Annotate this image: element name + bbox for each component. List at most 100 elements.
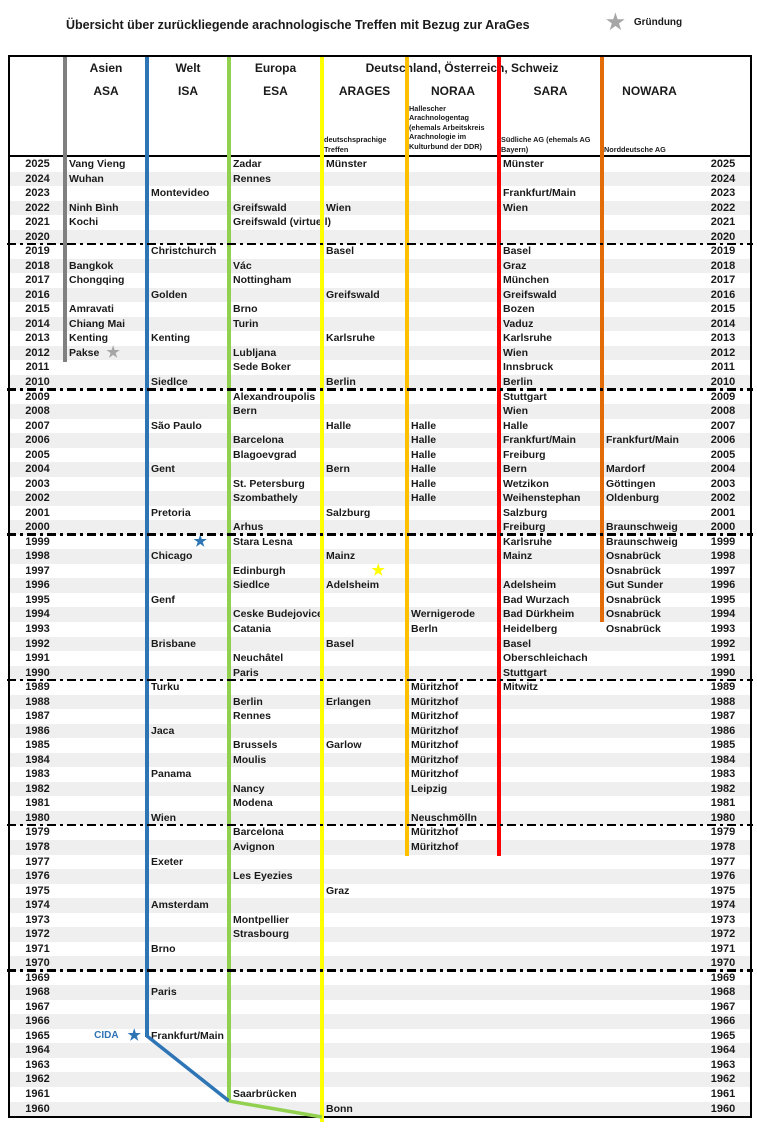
event-cell-e-1968 [229,985,322,1000]
event-cell-a-1964 [65,1043,147,1058]
table-row-2025: 2025 Vang Vieng Zadar Münster Münster 2025 [10,157,750,172]
cida-label: CIDA [94,1029,119,1041]
event-cell-no-1972 [407,927,499,942]
table-row-1985: 1985 Brussels Garlow Müritzhof 1985 [10,738,750,753]
event-cell-w-2019: Christchurch [147,244,229,259]
event-cell-e-1986 [229,724,322,739]
year-right: 1988 [710,695,736,708]
founding-legend: ★ Gründung [606,12,682,33]
event-cell-nw-1979 [602,825,697,840]
event-label: Karlsruhe [503,535,553,548]
year-right: 1975 [710,884,736,897]
event-label: Siedlce [233,579,270,592]
event-cell-nw-1991 [602,651,697,666]
header-note-esa [229,103,322,155]
header-note-arages: deutschsprachige Treffen [324,135,387,154]
year-left: 1995 [25,593,50,606]
event-label: Brussels [233,739,278,752]
event-label: Bonn [326,1102,353,1115]
event-label: Ninh Bình [69,201,119,214]
event-label: Avignon [233,840,275,853]
year-right: 2023 [710,187,736,200]
event-cell-e-1967 [229,1000,322,1015]
event-label: Erlangen [326,695,371,708]
table-row-1999: 1999 ★ Stara Lesna Karlsruhe Braunschweig 199… [7,533,753,550]
event-cell-ar-1975: Graz [322,884,407,899]
event-cell-e-1977 [229,855,322,870]
table-row-1993: 1993 Catania Berln Heidelberg Osnabrück 1993 [10,622,750,637]
event-cell-sa-2011: Innsbruck [499,360,602,375]
event-cell-w-1993 [147,622,229,637]
event-label: Paris [151,986,177,999]
event-cell-no-2021 [407,215,499,230]
event-cell-e-2013 [229,331,322,346]
year-left: 2016 [25,288,50,301]
event-label: Vaduz [503,317,534,330]
event-label: Jaca [151,724,175,737]
event-cell-sa-2023: Frankfurt/Main [499,186,602,201]
event-label: Karlsruhe [503,332,553,345]
event-cell-ar-2010: Berlin [322,375,407,390]
event-cell-sa-1978 [499,840,602,855]
year-right: 1993 [710,623,736,636]
table-row-1997: 1997 Edinburgh ★ Osnabrück 1997 [10,563,750,579]
event-cell-sa-1991: Oberschleichach [499,651,602,666]
event-cell-no-2012 [407,346,499,361]
year-left: 2004 [25,463,50,476]
event-label: Greifswald (virtuell) [233,216,332,229]
event-cell-e-2006: Barcelona [229,433,322,448]
event-cell-ar-1967 [322,1000,407,1015]
event-cell-w-1992: Brisbane [147,637,229,652]
event-cell-w-1964 [147,1043,229,1058]
event-cell-ar-1987 [322,709,407,724]
event-cell-no-2003: Halle [407,477,499,492]
header-note-sara: Südliche AG (ehemals AG Bayern) [501,135,591,154]
event-cell-sa-2016: Greifswald [499,288,602,303]
year-right: 1990 [710,666,736,679]
event-label: Kenting [151,332,191,345]
event-cell-sa-1985 [499,738,602,753]
event-label: Strasbourg [233,928,290,941]
event-cell-sa-2005: Freiburg [499,448,602,463]
event-label: São Paulo [151,419,202,432]
event-label: Berlin [233,695,263,708]
year-left: 1988 [25,695,50,708]
event-cell-e-2022: Greifswald [229,201,322,216]
event-cell-w-2013: Kenting [147,331,229,346]
event-cell-sa-1972 [499,927,602,942]
year-right: 1966 [710,1015,736,1028]
event-label: Chongqing [69,274,125,287]
event-cell-no-1999 [407,535,499,550]
event-cell-e-1998 [229,549,322,564]
event-label: Adelsheim [503,579,557,592]
event-cell-w-1983: Panama [147,767,229,782]
event-label: Müritzhof [411,695,459,708]
event-cell-nw-1963 [602,1058,697,1073]
event-label: Modena [233,797,273,810]
page-title: Übersicht über zurückliegende arachnolog… [66,18,530,32]
event-cell-w-2024 [147,172,229,187]
event-cell-sa-1997 [499,564,602,579]
event-cell-ar-1968 [322,985,407,1000]
event-cell-sa-1981 [499,796,602,811]
event-cell-w-1975 [147,884,229,899]
event-cell-sa-2008: Wien [499,404,602,419]
year-left: 1982 [25,782,50,795]
event-cell-e-1961: Saarbrücken [229,1087,322,1102]
event-cell-a-1998 [65,549,147,564]
year-left: 1973 [25,913,50,926]
meetings-table: Asien Welt Europa Deutschland, Österreich, … [7,55,753,1119]
year-left: 2000 [25,521,50,534]
event-label: Halle [411,463,437,476]
event-cell-nw-2023 [602,186,697,201]
event-cell-nw-1984 [602,753,697,768]
event-cell-no-1973 [407,913,499,928]
event-cell-a-1961 [65,1087,147,1102]
event-cell-nw-1981 [602,796,697,811]
event-label: Vang Vieng [69,158,126,171]
event-cell-ar-1994 [322,607,407,622]
event-cell-sa-1998: Mainz [499,549,602,564]
year-left: 1968 [25,986,50,999]
event-label: Kochi [69,216,99,229]
event-cell-e-2003: St. Petersburg [229,477,322,492]
